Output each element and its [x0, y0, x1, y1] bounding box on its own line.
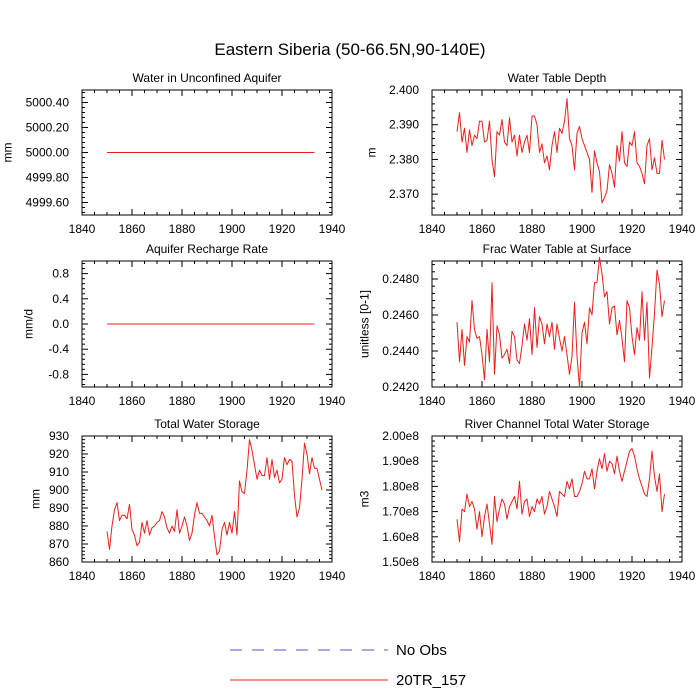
y-tick-label: 0.2460 [382, 308, 419, 322]
y-tick-label: 4999.80 [26, 171, 70, 185]
y-tick-label: 1.70e8 [382, 505, 419, 519]
x-tick-label: 1940 [669, 222, 696, 236]
y-axis-label: unitless [0-1] [358, 290, 372, 358]
x-tick-label: 1900 [569, 222, 596, 236]
plot-frame [431, 435, 683, 563]
y-tick-label: 4999.60 [26, 196, 70, 210]
x-tick-label: 1840 [419, 222, 446, 236]
x-tick-label: 1860 [119, 569, 146, 583]
y-tick-label: 860 [49, 555, 69, 569]
series-line [456, 448, 665, 545]
y-tick-label: 2.390 [389, 118, 419, 132]
y-tick-label: 910 [49, 465, 69, 479]
y-tick-label: 920 [49, 447, 69, 461]
x-tick-label: 1920 [269, 222, 296, 236]
series-line [456, 98, 665, 204]
y-axis-label: mm [1, 143, 15, 163]
x-tick-label: 1840 [69, 569, 96, 583]
x-tick-label: 1920 [619, 222, 646, 236]
x-tick-label: 1920 [619, 569, 646, 583]
y-axis-label: mm/d [21, 309, 35, 339]
y-tick-label: 5000.20 [26, 121, 70, 135]
panel-1: Water in Unconfined Aquifer 1840 1860 1880 1… [1, 71, 346, 236]
x-tick-label: 1920 [269, 569, 296, 583]
legend-label-obs: No Obs [396, 642, 447, 659]
x-tick-label: 1900 [219, 569, 246, 583]
x-tick-label: 1940 [319, 222, 346, 236]
y-tick-label: 890 [49, 501, 69, 515]
x-tick-label: 1880 [519, 569, 546, 583]
y-tick-label: 0.2420 [382, 380, 419, 394]
panel-4: Frac Water Table at Surface 1840 1860 1880 1… [358, 242, 696, 408]
y-tick-label: 1.80e8 [382, 479, 419, 493]
main-title: Eastern Siberia (50-66.5N,90-140E) [214, 40, 485, 59]
x-tick-label: 1940 [669, 394, 696, 408]
y-tick-label: 5000.00 [26, 146, 70, 160]
y-tick-label: 0.4 [52, 292, 69, 306]
x-tick-label: 1840 [69, 222, 96, 236]
panel-5: Total Water Storage 1840 1860 1880 1900 1920 1… [28, 417, 345, 583]
x-tick-label: 1880 [519, 222, 546, 236]
legend-item-obs: No Obs [230, 642, 447, 659]
series-line [106, 439, 323, 556]
x-tick-label: 1880 [169, 394, 196, 408]
legend-item-model: 20TR_157 [230, 672, 466, 689]
x-tick-label: 1860 [469, 569, 496, 583]
x-tick-label: 1900 [219, 222, 246, 236]
panel-2: Water Table Depth 1840 1860 1880 1900 1920 194… [365, 71, 696, 236]
x-tick-label: 1840 [419, 569, 446, 583]
legend-label-model: 20TR_157 [396, 672, 466, 689]
y-tick-label: 0.0 [52, 317, 69, 331]
panel-title: Aquifer Recharge Rate [146, 242, 268, 256]
y-tick-label: 5000.40 [26, 96, 70, 110]
x-tick-label: 1900 [219, 394, 246, 408]
x-tick-label: 1880 [519, 394, 546, 408]
y-tick-label: 1.90e8 [382, 454, 419, 468]
x-tick-label: 1860 [119, 222, 146, 236]
y-tick-label: 880 [49, 519, 69, 533]
panel-title: Frac Water Table at Surface [483, 242, 632, 256]
x-tick-label: 1860 [469, 222, 496, 236]
x-tick-label: 1880 [169, 569, 196, 583]
x-tick-label: 1940 [669, 569, 696, 583]
y-axis-label: mm [28, 489, 42, 509]
y-tick-label: 2.400 [389, 83, 419, 97]
series-line [456, 256, 665, 388]
panel-title: River Channel Total Water Storage [465, 417, 650, 431]
x-tick-label: 1940 [319, 394, 346, 408]
y-tick-label: 2.00e8 [382, 429, 419, 443]
y-tick-label: -0.4 [48, 342, 69, 356]
panel-title: Total Water Storage [154, 417, 260, 431]
panel-title: Water Table Depth [508, 71, 607, 85]
y-tick-label: 2.370 [389, 187, 419, 201]
legend: No Obs 20TR_157 [230, 642, 466, 689]
y-tick-label: -0.8 [48, 367, 69, 381]
y-tick-label: 1.50e8 [382, 555, 419, 569]
y-tick-label: 1.60e8 [382, 530, 419, 544]
y-tick-label: 0.2440 [382, 344, 419, 358]
x-tick-label: 1840 [69, 394, 96, 408]
y-tick-label: 900 [49, 483, 69, 497]
y-axis-label: m3 [358, 490, 372, 507]
panels: Water in Unconfined Aquifer 1840 1860 1880 1… [1, 71, 696, 583]
x-tick-label: 1920 [269, 394, 296, 408]
y-tick-label: 0.2480 [382, 272, 419, 286]
x-tick-label: 1900 [569, 569, 596, 583]
panel-6: River Channel Total Water Storage 1840 186… [358, 417, 696, 583]
y-tick-label: 870 [49, 537, 69, 551]
panel-title: Water in Unconfined Aquifer [133, 71, 282, 85]
x-tick-label: 1840 [419, 394, 446, 408]
x-tick-label: 1860 [119, 394, 146, 408]
y-tick-label: 0.8 [52, 267, 69, 281]
x-tick-label: 1880 [169, 222, 196, 236]
y-axis-label: m [365, 148, 379, 158]
x-tick-label: 1860 [469, 394, 496, 408]
y-tick-label: 2.380 [389, 152, 419, 166]
x-tick-label: 1920 [619, 394, 646, 408]
x-tick-label: 1940 [319, 569, 346, 583]
x-tick-label: 1900 [569, 394, 596, 408]
y-tick-label: 930 [49, 429, 69, 443]
panel-3: Aquifer Recharge Rate 1840 1860 1880 1900 192… [21, 242, 345, 408]
